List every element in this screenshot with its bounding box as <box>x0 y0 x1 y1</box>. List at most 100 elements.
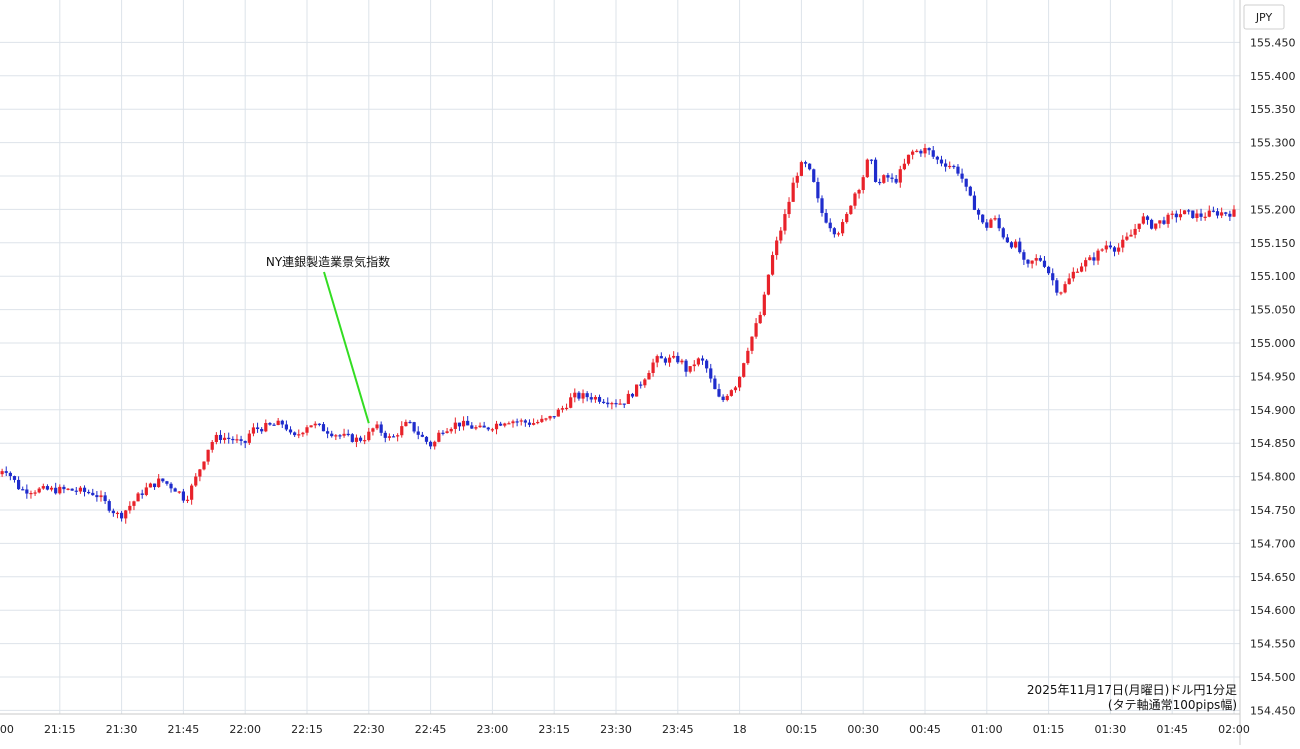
candle-up <box>503 423 507 426</box>
candle-up <box>1100 249 1104 251</box>
candles <box>0 143 1236 524</box>
candle-up <box>799 162 803 176</box>
candle-down <box>1215 211 1220 216</box>
candle-down <box>457 422 462 427</box>
candle-down <box>420 434 424 437</box>
currency-box[interactable] <box>1243 4 1285 30</box>
candle-up <box>1137 223 1141 229</box>
y-tick-label: 155.050 <box>1250 304 1296 317</box>
candle-up <box>556 409 560 417</box>
candle-down <box>284 424 288 430</box>
candle-down <box>120 512 124 519</box>
candle-down <box>272 424 276 426</box>
candle-up <box>37 488 41 493</box>
candle-up <box>157 478 161 488</box>
chart-caption: 2025年11月17日(月曜日)ドル円1分足 (タテ軸通常100pips幅) <box>1027 683 1237 712</box>
candle-down <box>878 181 882 184</box>
candle-up <box>449 428 453 432</box>
candle-up <box>375 424 379 429</box>
candle-up <box>297 434 301 436</box>
candle-down <box>1001 228 1005 238</box>
candle-down <box>1224 212 1228 214</box>
candle-up <box>1129 234 1133 237</box>
candle-down <box>429 441 433 447</box>
candle-up <box>190 485 194 500</box>
candle-up <box>0 471 4 475</box>
y-tick-label: 155.100 <box>1250 270 1296 283</box>
candle-up <box>396 435 400 437</box>
candle-up <box>342 433 346 436</box>
candle-down <box>919 150 923 154</box>
candle-up <box>1133 228 1137 235</box>
candle-down <box>589 397 593 400</box>
gridlines <box>0 0 1240 714</box>
candle-down <box>231 438 235 441</box>
candle-down <box>527 422 532 425</box>
candle-down <box>832 228 836 235</box>
candle-up <box>688 366 692 372</box>
candle-down <box>997 218 1001 229</box>
candle-up <box>841 222 845 234</box>
y-tick-label: 154.750 <box>1250 504 1296 517</box>
y-tick-label: 154.650 <box>1250 571 1296 584</box>
candle-up <box>836 233 841 235</box>
candle-down <box>12 476 17 480</box>
candle-up <box>861 177 865 191</box>
candle-down <box>470 425 474 429</box>
candle-down <box>1092 257 1096 261</box>
candle-up <box>1067 278 1071 285</box>
candle-down <box>812 169 816 182</box>
y-tick-label: 154.850 <box>1250 437 1296 450</box>
annotation-pointer-line <box>323 271 370 424</box>
candle-up <box>725 395 729 401</box>
candle-up <box>795 175 799 183</box>
candle-down <box>659 356 663 359</box>
candle-down <box>894 178 898 183</box>
candle-up <box>206 449 210 462</box>
candle-down <box>622 403 626 405</box>
candle-down <box>873 159 878 182</box>
candle-up <box>1075 271 1080 273</box>
candle-up <box>610 403 614 405</box>
candle-down <box>111 510 115 514</box>
candle-down <box>330 433 334 437</box>
candle-up <box>251 427 256 434</box>
candle-down <box>321 424 326 432</box>
candle-up <box>548 416 552 419</box>
candle-up <box>626 393 630 404</box>
candle-down <box>585 393 589 398</box>
candle-down <box>54 487 58 494</box>
candle-up <box>733 387 738 391</box>
candle-down <box>808 163 812 170</box>
y-tick-label: 154.550 <box>1250 638 1296 651</box>
candle-up <box>511 421 515 424</box>
candle-down <box>816 181 820 199</box>
candle-up <box>672 355 676 358</box>
candle-down <box>346 433 350 436</box>
candle-down <box>1187 210 1191 212</box>
candle-down <box>869 159 874 161</box>
candle-up <box>667 357 672 363</box>
candle-down <box>441 432 445 434</box>
x-tick-label: 23:45 <box>662 723 694 736</box>
candle-down <box>103 495 107 502</box>
candle-up <box>696 358 700 365</box>
candle-up <box>618 403 622 405</box>
candle-down <box>218 434 223 440</box>
candle-down <box>709 368 713 379</box>
candle-down <box>412 422 416 432</box>
candle-down <box>1211 210 1215 212</box>
candle-down <box>1228 213 1232 217</box>
candle-up <box>1096 250 1100 261</box>
candle-down <box>1191 210 1195 218</box>
candle-up <box>746 350 750 364</box>
candle-down <box>350 434 354 442</box>
candle-up <box>41 486 45 489</box>
candle-down <box>255 427 260 430</box>
candle-down <box>523 420 527 423</box>
candle-down <box>74 490 78 492</box>
candle-up <box>779 230 783 241</box>
candle-down <box>1162 220 1166 224</box>
candle-up <box>1166 214 1170 224</box>
